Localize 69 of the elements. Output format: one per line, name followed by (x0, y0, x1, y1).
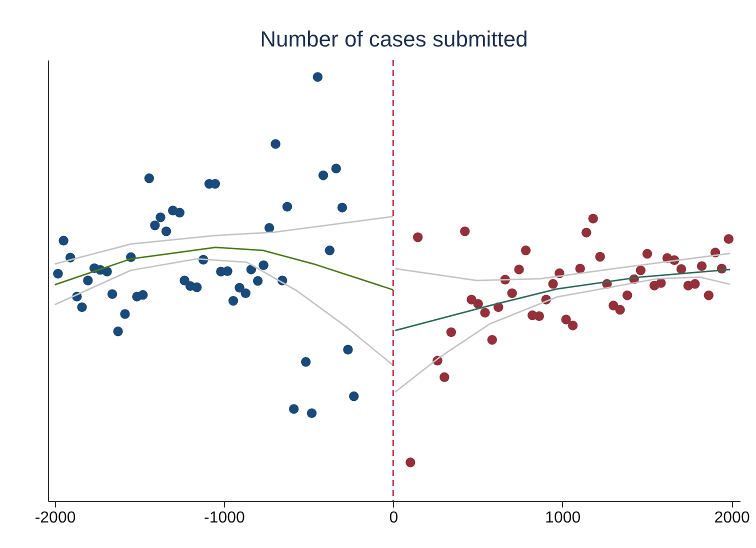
point (174, 208, 185, 218)
point (337, 202, 348, 212)
point (575, 264, 585, 274)
point (58, 236, 68, 246)
point (240, 288, 250, 298)
point (690, 279, 700, 289)
point (318, 170, 328, 180)
point (349, 391, 359, 402)
point (120, 309, 130, 319)
point (520, 246, 531, 256)
point (460, 226, 470, 236)
point (228, 296, 238, 306)
point (222, 266, 232, 276)
point (331, 164, 342, 174)
point (582, 228, 592, 238)
x-tick-label: 0 (389, 510, 398, 526)
point (473, 298, 483, 309)
point (234, 282, 244, 293)
point (724, 234, 734, 244)
point (282, 202, 292, 212)
point (696, 261, 707, 271)
point (300, 357, 311, 367)
point (77, 302, 87, 312)
point (161, 226, 172, 236)
point (144, 173, 154, 184)
point (258, 260, 268, 270)
point (487, 335, 498, 345)
point (507, 288, 517, 298)
point (264, 223, 274, 233)
point (270, 139, 280, 149)
chart-title: Number of cases submitted (260, 26, 528, 52)
point (113, 326, 123, 336)
point (568, 320, 578, 330)
point (412, 232, 423, 242)
point (588, 214, 598, 224)
point (324, 246, 335, 256)
point (102, 266, 112, 276)
point (312, 72, 323, 82)
point (595, 252, 605, 262)
point (636, 265, 646, 276)
point (138, 290, 148, 300)
point (83, 276, 93, 286)
point (514, 264, 524, 274)
point (656, 278, 666, 288)
x-tick-label: -1000 (204, 510, 246, 526)
x-tick-label: -2000 (34, 510, 76, 526)
point (53, 268, 63, 279)
point (548, 279, 558, 289)
point (704, 290, 714, 300)
point (252, 276, 263, 286)
point (676, 264, 686, 274)
x-tick-label: 2000 (714, 510, 750, 526)
point (107, 289, 118, 299)
point (480, 308, 490, 318)
point (561, 314, 571, 324)
point (642, 248, 652, 259)
point (615, 304, 625, 315)
point (192, 282, 202, 292)
point (406, 458, 416, 468)
point (156, 212, 166, 222)
point (622, 290, 632, 300)
point (440, 372, 450, 382)
point (534, 311, 544, 321)
point (343, 344, 353, 354)
point (150, 220, 160, 230)
point (288, 404, 299, 414)
point (306, 408, 317, 418)
point (446, 327, 456, 338)
x-tick-label: 1000 (545, 510, 581, 526)
